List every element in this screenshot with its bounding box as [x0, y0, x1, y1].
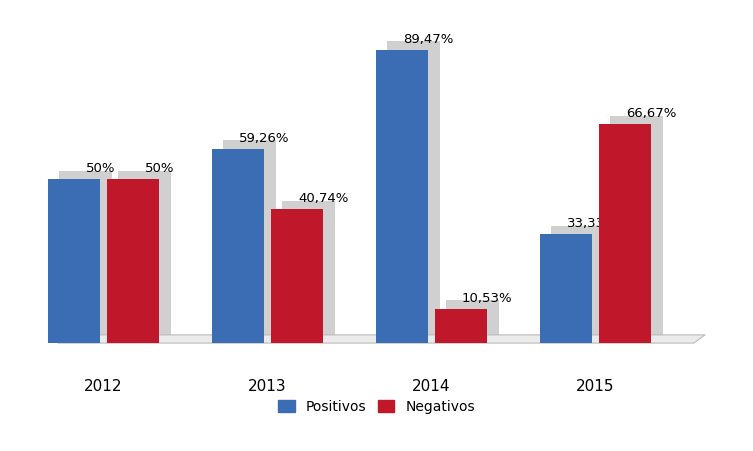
- Text: 89,47%: 89,47%: [403, 32, 453, 46]
- Bar: [376, 50, 428, 343]
- Text: 10,53%: 10,53%: [462, 292, 513, 304]
- Bar: [48, 179, 100, 343]
- Bar: [599, 124, 651, 343]
- Bar: [540, 234, 592, 343]
- Bar: [48, 179, 100, 343]
- Bar: [387, 41, 440, 335]
- Bar: [434, 308, 487, 343]
- Bar: [271, 209, 323, 343]
- Bar: [59, 171, 111, 335]
- Bar: [282, 201, 334, 335]
- Bar: [271, 209, 323, 343]
- Bar: [223, 140, 276, 335]
- Bar: [434, 308, 487, 343]
- Text: 66,67%: 66,67%: [626, 107, 676, 120]
- Bar: [212, 149, 264, 343]
- Text: 33,33%: 33,33%: [567, 217, 617, 230]
- Bar: [212, 149, 264, 343]
- Text: 40,74%: 40,74%: [298, 193, 349, 206]
- Bar: [599, 124, 651, 343]
- Bar: [107, 179, 160, 343]
- Text: 50%: 50%: [145, 162, 174, 175]
- Bar: [551, 226, 603, 335]
- Polygon shape: [58, 335, 705, 343]
- Bar: [107, 179, 160, 343]
- Text: 59,26%: 59,26%: [239, 132, 289, 145]
- Bar: [610, 116, 663, 335]
- Bar: [447, 300, 498, 335]
- Text: 50%: 50%: [86, 162, 115, 175]
- Bar: [118, 171, 171, 335]
- Bar: [540, 234, 592, 343]
- Legend: Positivos, Negativos: Positivos, Negativos: [273, 394, 480, 419]
- Bar: [376, 50, 428, 343]
